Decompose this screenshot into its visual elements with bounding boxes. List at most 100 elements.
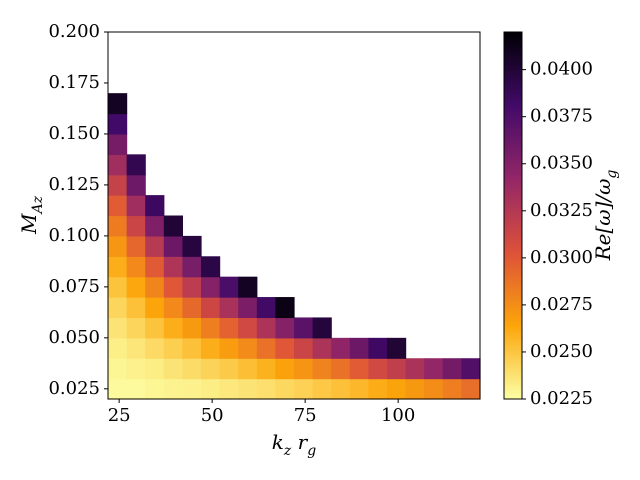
heatmap-cell	[108, 378, 128, 400]
heatmap-cell	[331, 337, 351, 359]
heatmap-cell	[145, 235, 165, 257]
x-tick-label: 75	[294, 405, 317, 426]
x-tick-label: 50	[201, 405, 224, 426]
heatmap-cell	[163, 276, 183, 298]
heatmap-cell	[145, 195, 165, 217]
heatmap-cell	[256, 358, 276, 380]
heatmap-cell	[163, 378, 183, 400]
heatmap-cell	[331, 358, 351, 380]
heatmap-cell	[126, 378, 146, 400]
heatmap-cell	[368, 358, 388, 380]
heatmap-cell	[349, 358, 369, 380]
heatmap-cell	[294, 337, 314, 359]
heatmap-cell	[108, 317, 128, 339]
heatmap-cell	[182, 235, 202, 257]
heatmap-cell	[294, 378, 314, 400]
heatmap-cell	[126, 195, 146, 217]
heatmap-cell	[238, 337, 258, 359]
y-tick-label: 0.025	[48, 378, 100, 399]
heatmap-cell	[163, 337, 183, 359]
heatmap-cell	[108, 195, 128, 217]
heatmap-cell	[219, 337, 239, 359]
y-axis-label: MAz	[17, 195, 47, 235]
heatmap-cell	[219, 358, 239, 380]
heatmap-cell	[163, 256, 183, 278]
heatmap-cell	[163, 235, 183, 257]
y-tick-label: 0.050	[48, 327, 100, 348]
heatmap-cell	[275, 337, 295, 359]
heatmap-cell	[387, 358, 407, 380]
colorbar-tick-label: 0.0275	[530, 294, 593, 315]
heatmap-cell	[145, 337, 165, 359]
heatmap-cell	[256, 378, 276, 400]
heatmap-cell	[238, 378, 258, 400]
heatmap-cell	[201, 297, 221, 319]
heatmap-cell	[163, 297, 183, 319]
heatmap-cell	[201, 378, 221, 400]
heatmap-cell	[182, 358, 202, 380]
heatmap-cell	[201, 337, 221, 359]
colorbar-tick-label: 0.0300	[530, 247, 593, 268]
heatmap-cell	[182, 276, 202, 298]
heatmap-cell	[368, 378, 388, 400]
heatmap-cell	[126, 276, 146, 298]
heatmap-cell	[442, 358, 462, 380]
heatmap-cell	[108, 113, 128, 135]
heatmap-cell	[442, 378, 462, 400]
heatmap-cell	[126, 174, 146, 196]
heatmap-cell	[108, 215, 128, 237]
heatmap-cell	[219, 378, 239, 400]
heatmap-cell	[368, 337, 388, 359]
heatmap-cell	[145, 256, 165, 278]
heatmap-cell	[405, 378, 425, 400]
heatmap-cell	[387, 337, 407, 359]
heatmap-cell	[145, 378, 165, 400]
heatmap-cell	[201, 317, 221, 339]
colorbar-tick-label: 0.0375	[530, 106, 593, 127]
y-tick-label: 0.175	[48, 72, 100, 93]
colorbar-tick-label: 0.0350	[530, 153, 593, 174]
heatmap-cell	[163, 317, 183, 339]
heatmap-cell	[126, 337, 146, 359]
heatmap-cell	[312, 317, 332, 339]
heatmap-cell	[201, 256, 221, 278]
heatmap-cell	[424, 378, 444, 400]
heatmap-cell	[108, 358, 128, 380]
heatmap-cell	[108, 133, 128, 155]
heatmap-cell	[108, 235, 128, 257]
y-tick-label: 0.200	[48, 21, 100, 42]
heatmap-cell	[238, 276, 258, 298]
heatmap-cell	[275, 378, 295, 400]
colorbar-tick-label: 0.0325	[530, 200, 593, 221]
heatmap-cell	[275, 317, 295, 339]
heatmap-cell	[145, 215, 165, 237]
heatmap-cell	[108, 297, 128, 319]
heatmap-cell	[145, 358, 165, 380]
heatmap-cell	[201, 358, 221, 380]
heatmap-cell	[108, 154, 128, 176]
heatmap-cell	[312, 378, 332, 400]
colorbar-tick-label: 0.0400	[530, 59, 593, 80]
heatmap-cell	[331, 378, 351, 400]
heatmap-cell	[108, 276, 128, 298]
heatmap-cell	[256, 297, 276, 319]
heatmap-cell	[312, 337, 332, 359]
colorbar-tick-label: 0.0250	[530, 341, 593, 362]
heatmap-cell	[182, 297, 202, 319]
heatmap-cell	[275, 358, 295, 380]
y-tick-label: 0.125	[48, 174, 100, 195]
y-tick-label: 0.075	[48, 276, 100, 297]
heatmap-cell	[126, 215, 146, 237]
heatmap-cell	[126, 256, 146, 278]
heatmap-cell	[163, 358, 183, 380]
heatmap-cell	[461, 378, 481, 400]
heatmap-cell	[126, 317, 146, 339]
heatmap-cell	[182, 378, 202, 400]
heatmap-cell	[126, 297, 146, 319]
heatmap-cell	[126, 235, 146, 257]
heatmap-cell	[219, 297, 239, 319]
heatmap-cell	[163, 215, 183, 237]
heatmap-cell	[238, 297, 258, 319]
heatmap-cell	[219, 317, 239, 339]
